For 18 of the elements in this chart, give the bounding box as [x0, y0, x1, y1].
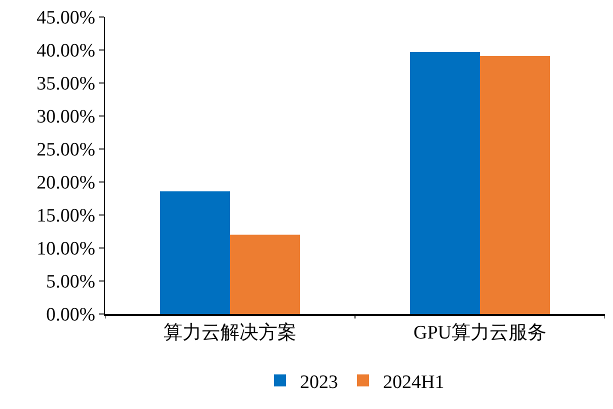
- y-tick-label: 15.00%: [36, 206, 96, 227]
- x-tick-label: 算力云解决方案: [164, 322, 296, 344]
- y-tick-label: 5.00%: [46, 272, 96, 293]
- x-tick-label: GPU算力云服务: [413, 322, 547, 344]
- y-tick-label: 45.00%: [36, 8, 96, 29]
- y-tick-label: 40.00%: [36, 40, 96, 62]
- y-tick-label: 20.00%: [36, 172, 96, 194]
- y-tick-label: 30.00%: [36, 106, 96, 128]
- y-tick-label: 0.00%: [46, 304, 96, 326]
- y-tick-label: 35.00%: [36, 74, 96, 95]
- bar: [480, 56, 550, 314]
- legend-label: 2023: [300, 372, 338, 393]
- y-tick-label: 25.00%: [36, 140, 96, 161]
- bar: [160, 191, 230, 314]
- y-tick-label: 10.00%: [36, 238, 96, 260]
- bar: [410, 52, 480, 314]
- legend-label: 2024H1: [383, 372, 444, 393]
- bar: [230, 234, 300, 314]
